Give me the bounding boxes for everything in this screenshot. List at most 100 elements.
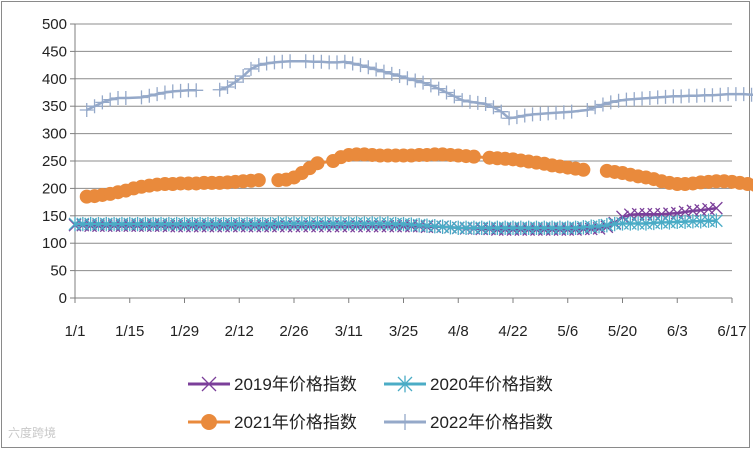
data-point	[466, 149, 481, 164]
data-point	[400, 71, 415, 86]
data-point	[517, 108, 532, 123]
data-point	[310, 156, 325, 171]
data-point	[251, 173, 266, 188]
x-tick-label: 6/17	[717, 323, 746, 340]
data-point	[595, 97, 610, 112]
data-point	[392, 69, 407, 84]
legend-swatch-marker	[397, 414, 413, 430]
data-point	[95, 95, 110, 110]
legend-label: 2021年价格指数	[234, 413, 357, 432]
data-point	[423, 78, 438, 93]
data-point	[150, 87, 165, 102]
data-point	[376, 64, 391, 79]
data-point	[509, 110, 524, 125]
data-point	[455, 93, 470, 108]
data-point	[611, 93, 626, 108]
data-point	[283, 54, 298, 69]
data-point	[576, 162, 591, 177]
data-point	[494, 104, 509, 119]
data-point	[220, 80, 235, 95]
legend-item-4: 2022年价格指数	[384, 413, 553, 432]
legend-swatch-marker	[201, 376, 217, 392]
watermark-text: 六度跨境	[8, 426, 57, 440]
data-point	[564, 104, 579, 119]
x-tick-label: 4/22	[498, 323, 527, 340]
series-group	[68, 54, 753, 236]
x-tick-label: 2/12	[225, 323, 254, 340]
legend-label: 2019年价格指数	[234, 375, 357, 394]
data-point	[486, 100, 501, 115]
legend: 2019年价格指数 2020年价格指数 2021年价格指数 2022年价格指数	[188, 375, 553, 432]
x-tick-label: 5/20	[608, 323, 637, 340]
x-tick-label: 6/3	[667, 323, 688, 340]
series-3	[79, 147, 753, 204]
y-tick-label: 300	[42, 126, 67, 143]
y-tick-label: 250	[42, 153, 67, 170]
legend-item-3: 2021年价格指数	[188, 413, 357, 432]
y-tick-labels: 0 50 100 150 200 250 300 350 400 450 500	[42, 16, 67, 307]
y-tick-label: 500	[42, 16, 67, 33]
legend-label: 2022年价格指数	[430, 413, 553, 432]
data-point	[439, 85, 454, 100]
y-tick-label: 150	[42, 208, 67, 225]
legend-item-1: 2019年价格指数	[188, 375, 357, 394]
x-tick-label: 5/6	[557, 323, 578, 340]
x-tick-labels: 1/1 1/15 1/29 2/12 2/26 3/11 3/25 4/8 4/22 5/6 5/2…	[65, 323, 747, 340]
legend-swatch-marker	[397, 375, 413, 393]
y-tick-label: 200	[42, 180, 67, 197]
series-4	[79, 54, 753, 126]
axes	[70, 23, 733, 303]
y-tick-label: 100	[42, 235, 67, 252]
x-tick-label: 2/26	[279, 323, 308, 340]
data-point	[236, 69, 251, 84]
legend-item-2: 2020年价格指数	[384, 375, 553, 394]
data-point	[118, 90, 133, 105]
data-point	[408, 73, 423, 88]
y-tick-label: 400	[42, 71, 67, 88]
data-point	[502, 111, 517, 126]
data-point	[79, 103, 94, 118]
legend-swatch-marker	[201, 414, 217, 430]
data-point	[345, 56, 360, 71]
x-tick-label: 1/15	[115, 323, 144, 340]
x-tick-label: 1/29	[170, 323, 199, 340]
data-point	[337, 54, 352, 69]
data-point	[361, 60, 376, 75]
data-point	[447, 89, 462, 104]
legend-label: 2020年价格指数	[430, 375, 553, 394]
data-point	[142, 88, 157, 103]
data-point	[251, 58, 266, 73]
y-tick-label: 50	[50, 263, 67, 280]
data-point	[134, 90, 149, 105]
data-point	[462, 94, 477, 109]
gridlines	[75, 23, 732, 272]
data-point	[189, 83, 204, 98]
data-point	[228, 75, 243, 90]
y-tick-label: 0	[59, 290, 67, 307]
data-point	[431, 81, 446, 96]
data-point	[470, 95, 485, 110]
data-point	[103, 92, 118, 107]
x-tick-label: 3/25	[389, 323, 418, 340]
data-point	[384, 66, 399, 81]
data-point	[87, 99, 102, 114]
data-point	[369, 62, 384, 77]
data-point	[709, 201, 723, 215]
x-tick-label: 1/1	[65, 323, 86, 340]
data-point	[157, 85, 172, 100]
data-point	[212, 82, 227, 97]
x-tick-label: 4/8	[448, 323, 469, 340]
data-point	[603, 95, 618, 110]
y-tick-label: 350	[42, 98, 67, 115]
data-point	[353, 58, 368, 73]
data-point	[243, 61, 258, 76]
data-point	[416, 75, 431, 90]
x-tick-label: 3/11	[335, 323, 363, 340]
data-point	[478, 97, 493, 112]
data-point	[748, 178, 753, 192]
data-point	[259, 56, 274, 71]
data-point	[709, 213, 723, 228]
data-point	[588, 100, 603, 115]
